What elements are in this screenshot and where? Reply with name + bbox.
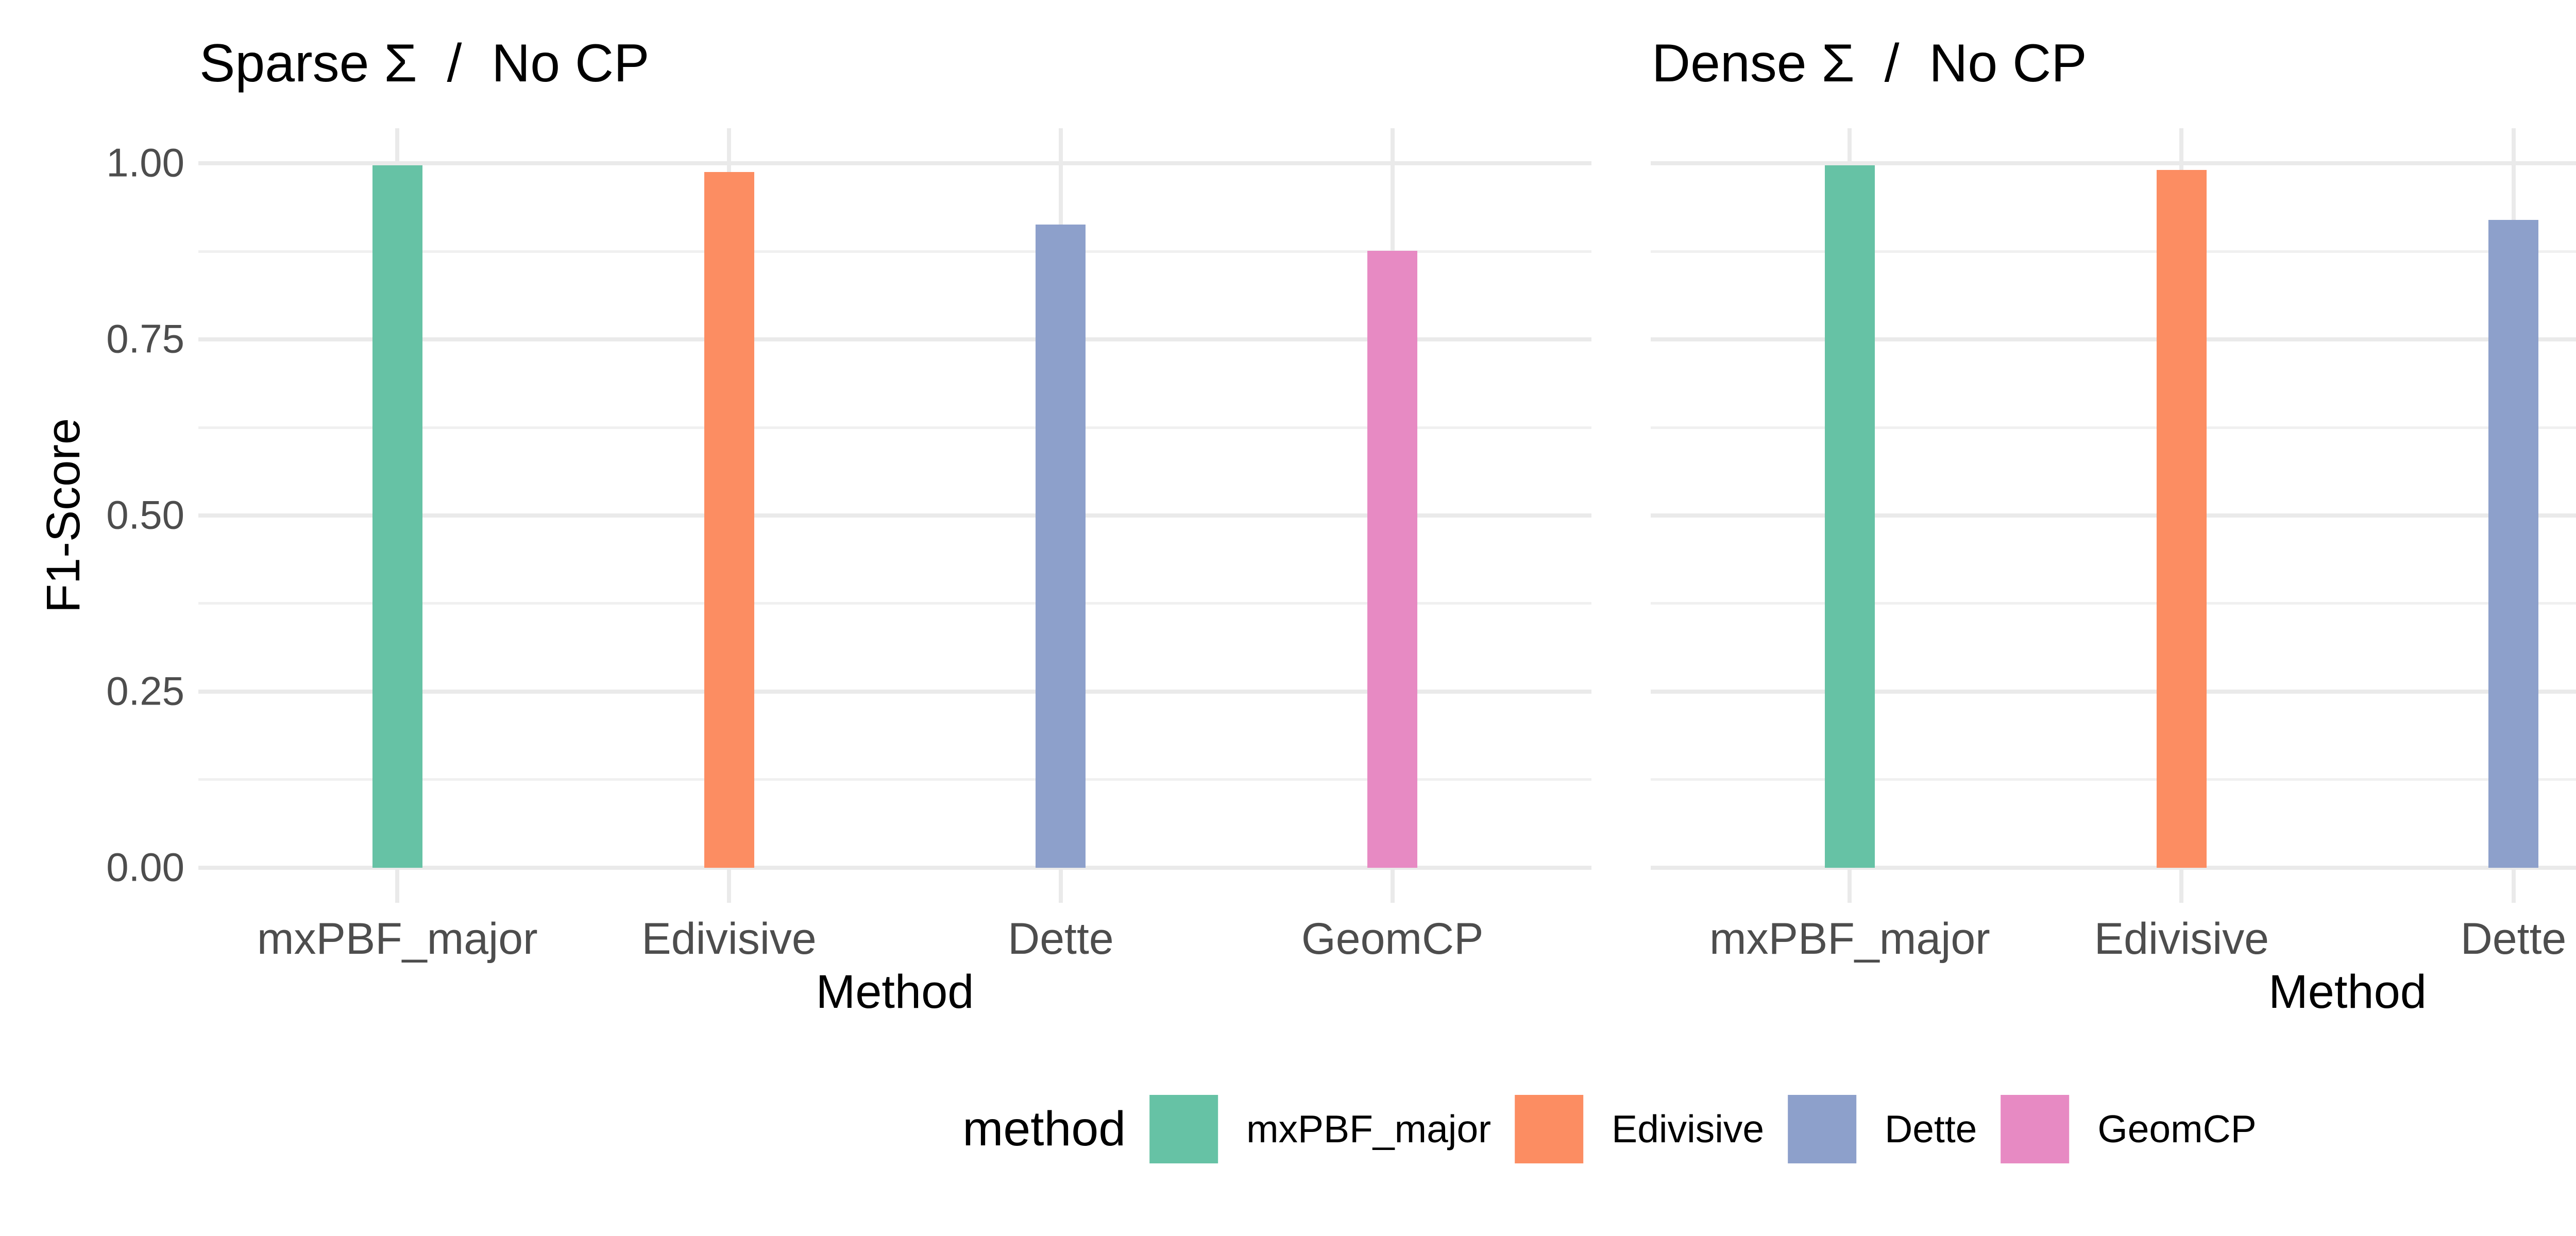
bar-sparse-Edivisive	[704, 171, 754, 868]
h-gridline-major-dense	[1651, 337, 2576, 342]
y-tick-label-0.25: 0.25	[106, 668, 184, 714]
legend-label-GeomCP: GeomCP	[2097, 1107, 2257, 1151]
x-tick-label-mxPBF_major: mxPBF_major	[1709, 914, 1990, 964]
legend-key-Dette	[1788, 1094, 1857, 1163]
x-tick-label-mxPBF_major: mxPBF_major	[257, 914, 538, 964]
h-gridline-minor-dense	[1651, 250, 2576, 253]
legend: method mxPBF_major Edivisive Dette GeomCP	[962, 1094, 2280, 1163]
y-tick-label-0.75: 0.75	[106, 316, 184, 362]
h-gridline-major-sparse	[198, 161, 1591, 166]
legend-label-Edivisive: Edivisive	[1612, 1107, 1765, 1151]
bar-sparse-GeomCP	[1367, 250, 1418, 868]
bar-sparse-mxPBF_major	[372, 165, 422, 868]
h-gridline-minor-sparse	[198, 426, 1591, 429]
x-tick-label-Edivisive: Edivisive	[2094, 914, 2269, 964]
h-gridline-minor-dense	[1651, 426, 2576, 429]
x-tick-label-Dette: Dette	[1008, 914, 1114, 964]
h-gridline-major-sparse	[198, 865, 1591, 870]
h-gridline-major-dense	[1651, 865, 2576, 870]
x-tick-label-Dette: Dette	[2460, 914, 2567, 964]
legend-key-GeomCP	[2001, 1094, 2070, 1163]
legend-title: method	[962, 1101, 1126, 1156]
x-tick-label-GeomCP: GeomCP	[1301, 914, 1484, 964]
h-gridline-minor-sparse	[198, 602, 1591, 605]
bar-dense-mxPBF_major	[1824, 165, 1875, 868]
legend-label-mxPBF_major: mxPBF_major	[1246, 1107, 1492, 1151]
legend-label-Dette: Dette	[1885, 1107, 1977, 1151]
bar-sparse-Dette	[1036, 225, 1086, 868]
y-tick-label-0.00: 0.00	[106, 844, 184, 890]
panel-title-sparse: Sparse Σ / No CP	[199, 33, 650, 93]
legend-key-Edivisive	[1515, 1094, 1584, 1163]
y-tick-label-1.00: 1.00	[106, 140, 184, 185]
x-axis-title-sparse: Method	[816, 966, 974, 1018]
panel-title-dense: Dense Σ / No CP	[1652, 33, 2087, 93]
h-gridline-minor-dense	[1651, 602, 2576, 605]
x-tick-label-Edivisive: Edivisive	[641, 914, 817, 964]
h-gridline-minor-sparse	[198, 778, 1591, 781]
x-axis-title-dense: Method	[2268, 966, 2427, 1018]
y-tick-label-0.50: 0.50	[106, 492, 184, 538]
h-gridline-minor-sparse	[198, 250, 1591, 253]
legend-key-mxPBF_major	[1149, 1094, 1218, 1163]
h-gridline-major-dense	[1651, 161, 2576, 166]
bar-dense-Edivisive	[2156, 169, 2207, 868]
bar-dense-Dette	[2488, 219, 2539, 868]
h-gridline-major-sparse	[198, 689, 1591, 694]
h-gridline-major-sparse	[198, 337, 1591, 342]
h-gridline-major-sparse	[198, 513, 1591, 518]
h-gridline-major-dense	[1651, 689, 2576, 694]
h-gridline-major-dense	[1651, 513, 2576, 518]
h-gridline-minor-dense	[1651, 778, 2576, 781]
